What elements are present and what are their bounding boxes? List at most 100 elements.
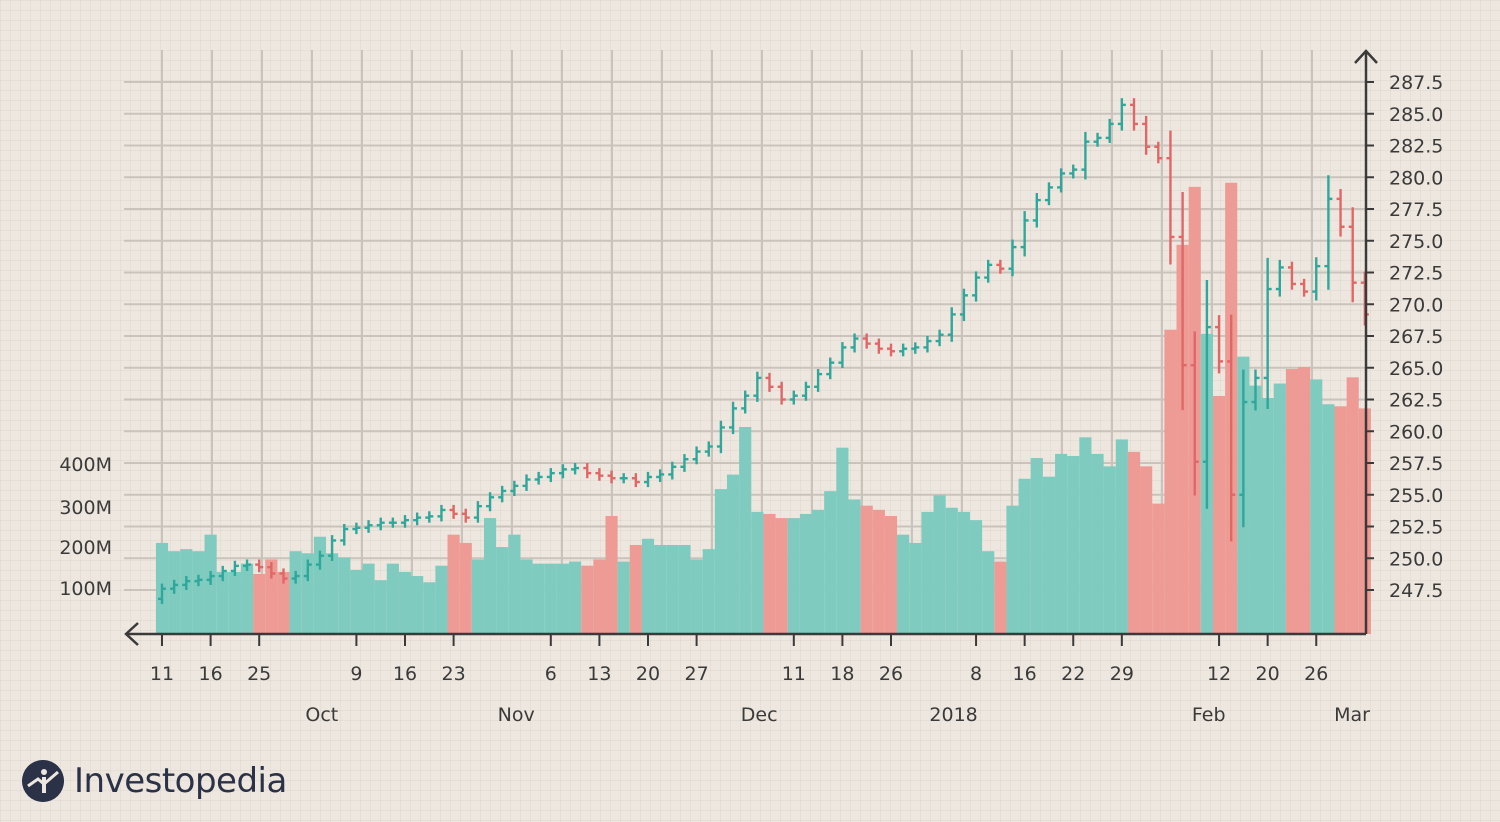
volume-bar — [605, 516, 618, 634]
time-tick-label: 11 — [150, 663, 174, 685]
volume-bar — [1310, 379, 1323, 634]
volume-bar — [483, 518, 497, 634]
volume-bar — [909, 542, 922, 634]
volume-bar — [581, 565, 594, 634]
time-tick-label: 26 — [1304, 663, 1328, 685]
volume-bar — [593, 559, 606, 634]
volume-bar — [1030, 458, 1043, 634]
volume-bar — [520, 559, 533, 634]
volume-bar — [1103, 466, 1116, 634]
time-tick-label: 18 — [830, 663, 854, 685]
volume-bar — [921, 511, 934, 634]
volume-bar — [374, 580, 387, 634]
volume-bar — [787, 518, 800, 634]
volume-bar — [1176, 244, 1189, 634]
volume-bar — [362, 563, 375, 634]
volume-bar — [569, 561, 582, 634]
volume-bar — [447, 534, 460, 634]
volume-bar — [690, 559, 703, 634]
volume-bar — [459, 542, 472, 634]
volume-bar — [228, 571, 241, 634]
volume-bar — [1067, 455, 1080, 634]
volume-tick-label: 100M — [59, 578, 112, 600]
volume-bar — [884, 516, 898, 634]
time-tick-label: 29 — [1110, 663, 1134, 685]
volume-bar — [556, 563, 570, 634]
volume-bar — [836, 447, 849, 634]
volume-bar — [1140, 466, 1153, 634]
volume-bar — [848, 499, 861, 634]
price-tick-label: 270.0 — [1389, 294, 1443, 316]
volume-bar — [1152, 503, 1165, 634]
volume-bar — [702, 549, 715, 634]
volume-bars — [155, 182, 1371, 635]
volume-bar — [860, 505, 873, 634]
volume-bar — [666, 544, 679, 634]
volume-bar — [350, 569, 363, 634]
price-tick-label: 262.5 — [1389, 390, 1443, 412]
volume-bar — [471, 559, 484, 634]
time-tick-label: 23 — [442, 663, 466, 685]
volume-bar — [301, 553, 314, 634]
price-tick-label: 252.5 — [1389, 517, 1443, 539]
volume-tick-label: 400M — [59, 454, 112, 476]
volume-bar — [1249, 385, 1262, 634]
time-tick-label: 25 — [247, 663, 271, 685]
price-tick-label: 272.5 — [1389, 263, 1443, 285]
month-label: Dec — [741, 704, 778, 726]
time-tick-label: 12 — [1207, 663, 1231, 685]
price-tick-label: 265.0 — [1389, 358, 1443, 380]
volume-bar — [313, 536, 327, 634]
volume-bar — [265, 559, 278, 634]
volume-bar — [763, 513, 776, 634]
price-axis-arrow-icon — [1354, 49, 1378, 64]
volume-bar — [945, 507, 958, 634]
volume-bar — [1164, 329, 1177, 634]
volume-bar — [872, 509, 885, 634]
volume-bar — [714, 489, 727, 634]
price-tick-label: 247.5 — [1389, 580, 1443, 602]
volume-bar — [739, 427, 752, 634]
volume-bar — [969, 520, 983, 634]
investopedia-logo-icon — [22, 760, 64, 802]
time-axis-arrow-icon — [124, 622, 139, 646]
volume-bar — [1346, 377, 1359, 634]
volume-bar — [253, 573, 266, 634]
volume-bar — [1042, 476, 1056, 634]
volume-bar — [641, 538, 655, 634]
volume-bar — [1055, 453, 1068, 634]
price-tick-label: 260.0 — [1389, 421, 1443, 443]
volume-bar — [532, 563, 545, 634]
price-tick-label: 267.5 — [1389, 326, 1443, 348]
volume-bar — [897, 534, 910, 634]
volume-bar — [180, 549, 193, 634]
volume-bar — [629, 544, 642, 634]
time-tick-label: 8 — [970, 663, 982, 685]
volume-bar — [1334, 406, 1347, 634]
month-label: Oct — [305, 704, 338, 726]
volume-bar — [1079, 437, 1092, 634]
volume-bar — [1261, 398, 1274, 634]
volume-bar — [982, 551, 995, 634]
chart-axes — [124, 49, 1378, 646]
volume-bar — [398, 571, 412, 634]
time-tick-label: 26 — [879, 663, 903, 685]
volume-bar — [1273, 383, 1286, 634]
time-tick-label: 20 — [1256, 663, 1280, 685]
volume-bar — [1322, 404, 1335, 634]
time-tick-label: 16 — [199, 663, 223, 685]
volume-bar — [544, 563, 557, 634]
volume-bar — [824, 491, 837, 634]
price-tick-label: 280.0 — [1389, 167, 1443, 189]
time-tick-label: 22 — [1061, 663, 1085, 685]
volume-bar — [1018, 478, 1031, 634]
price-tick-label: 277.5 — [1389, 199, 1443, 221]
axis-labels: 247.5 250.0 252.5 255.0 257.5 260.0 262.5 265.0… — [59, 72, 1443, 726]
volume-bar — [1298, 366, 1311, 634]
volume-bar — [411, 576, 424, 634]
price-tick-label: 287.5 — [1389, 72, 1443, 94]
month-label: Mar — [1334, 704, 1370, 726]
time-tick-label: 9 — [350, 663, 362, 685]
volume-bar — [216, 571, 229, 634]
